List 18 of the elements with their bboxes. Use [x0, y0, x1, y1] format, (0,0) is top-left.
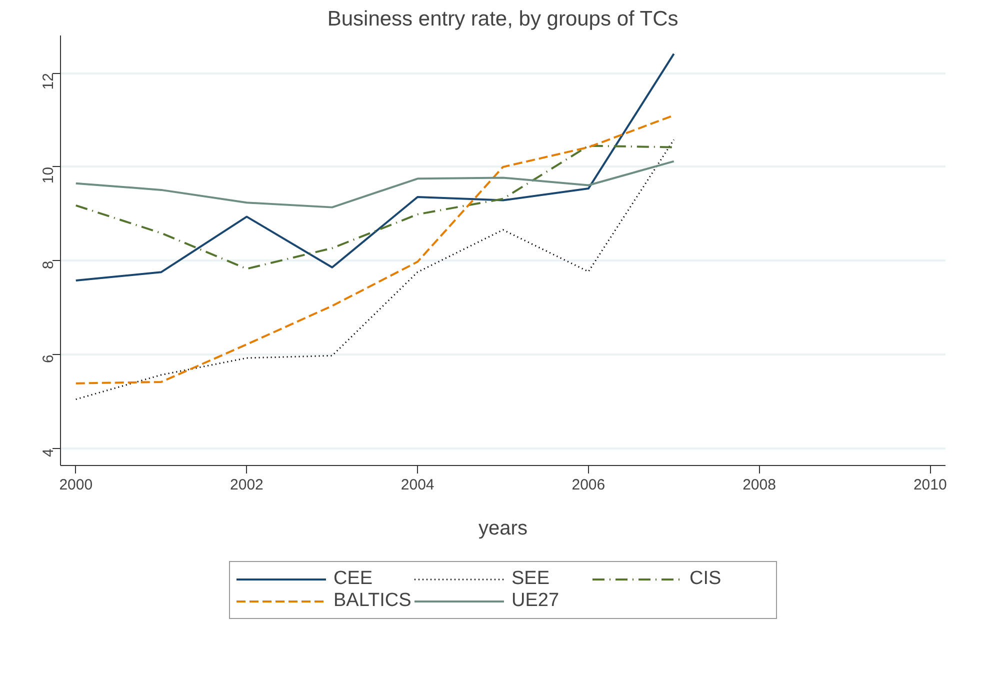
legend-label: SEE — [512, 568, 551, 590]
x-tick-label: 2000 — [59, 476, 93, 494]
y-tick-label: 6 — [40, 354, 57, 364]
x-tick-label: 2004 — [400, 476, 434, 494]
x-tick-label: 2010 — [913, 476, 947, 494]
y-tick-label: 12 — [40, 73, 57, 90]
x-axis-title: years — [478, 518, 528, 540]
legend-label: CIS — [690, 568, 722, 590]
y-tick-label: 8 — [40, 260, 57, 270]
x-tick-label: 2002 — [230, 476, 264, 494]
legend-label: CEE — [334, 568, 374, 590]
y-tick-label: 4 — [40, 448, 57, 457]
x-tick-label: 2006 — [572, 476, 606, 494]
x-tick-label: 2008 — [742, 476, 776, 494]
legend-label: BALTICS — [334, 590, 412, 612]
chart-title: Business entry rate, by groups of TCs — [327, 8, 678, 30]
legend-label: UE27 — [512, 590, 560, 612]
y-tick-label: 10 — [40, 166, 57, 184]
